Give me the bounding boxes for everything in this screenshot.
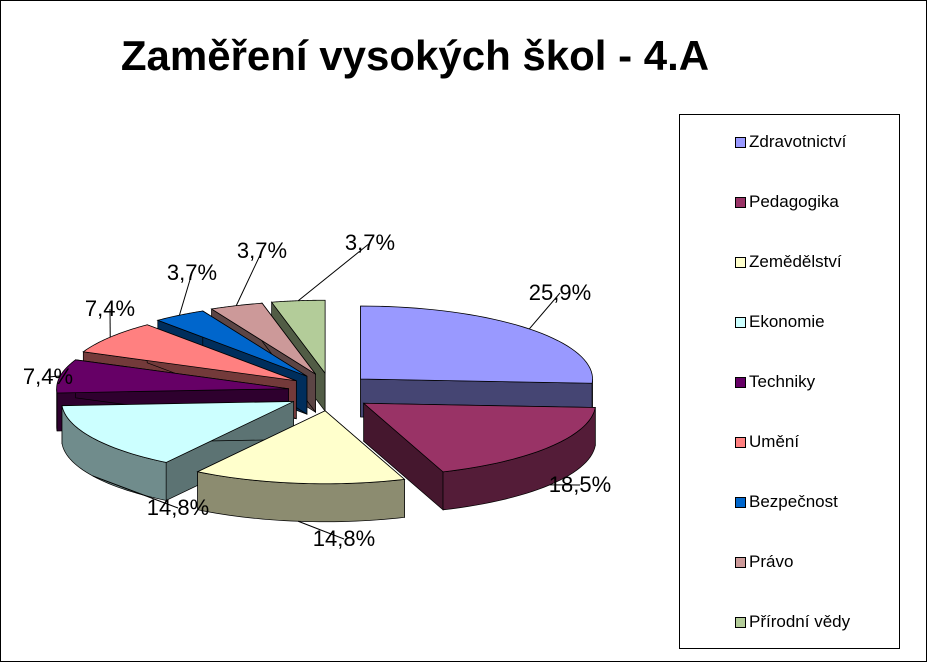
data-label: 18,5% — [549, 472, 611, 497]
legend-swatch — [735, 317, 746, 328]
pie-slice — [196, 410, 406, 485]
legend-label: Techniky — [749, 372, 816, 391]
data-label: 3,7% — [237, 238, 287, 263]
data-label: 14,8% — [313, 526, 375, 551]
legend-label: Bezpečnost — [749, 492, 838, 511]
leader-line — [92, 475, 179, 509]
data-label: 14,8% — [147, 495, 209, 520]
pie-slice — [360, 305, 593, 384]
legend-label: Zdravotnictví — [749, 132, 847, 151]
data-label: 25,9% — [529, 280, 591, 305]
legend-label: Ekonomie — [749, 312, 825, 331]
pie-slice — [362, 402, 596, 473]
legend-label: Zemědělství — [749, 252, 842, 271]
legend-swatch — [735, 437, 746, 448]
legend-swatch — [735, 557, 746, 568]
legend-label: Umění — [749, 432, 800, 451]
leader-line — [235, 250, 263, 306]
pie-slice — [56, 359, 289, 394]
data-label: 7,4% — [23, 364, 73, 389]
legend-swatch — [735, 497, 746, 508]
legend-swatch — [735, 257, 746, 268]
legend-swatch — [735, 137, 746, 148]
data-label: 7,4% — [85, 296, 135, 321]
leader-line — [528, 292, 561, 330]
legend-swatch — [735, 617, 746, 628]
legend-label: Pedagogika — [749, 192, 839, 211]
legend: Zdravotnictví Pedagogika Zemědělství Ekonom… — [679, 114, 900, 649]
data-label: 3,7% — [345, 230, 395, 255]
leader-line — [178, 272, 193, 316]
data-label: 3,7% — [167, 260, 217, 285]
legend-label: Právo — [749, 552, 794, 571]
legend-swatch — [735, 377, 746, 388]
legend-label: Přírodní vědy — [749, 612, 851, 631]
pie-slice — [61, 401, 294, 463]
chart-title: Zaměření vysokých škol - 4.A — [120, 32, 710, 79]
leader-line — [47, 375, 61, 378]
pie-slice — [156, 310, 308, 377]
leader-line — [298, 520, 345, 540]
legend-swatch — [735, 197, 746, 208]
leader-line — [297, 242, 371, 302]
